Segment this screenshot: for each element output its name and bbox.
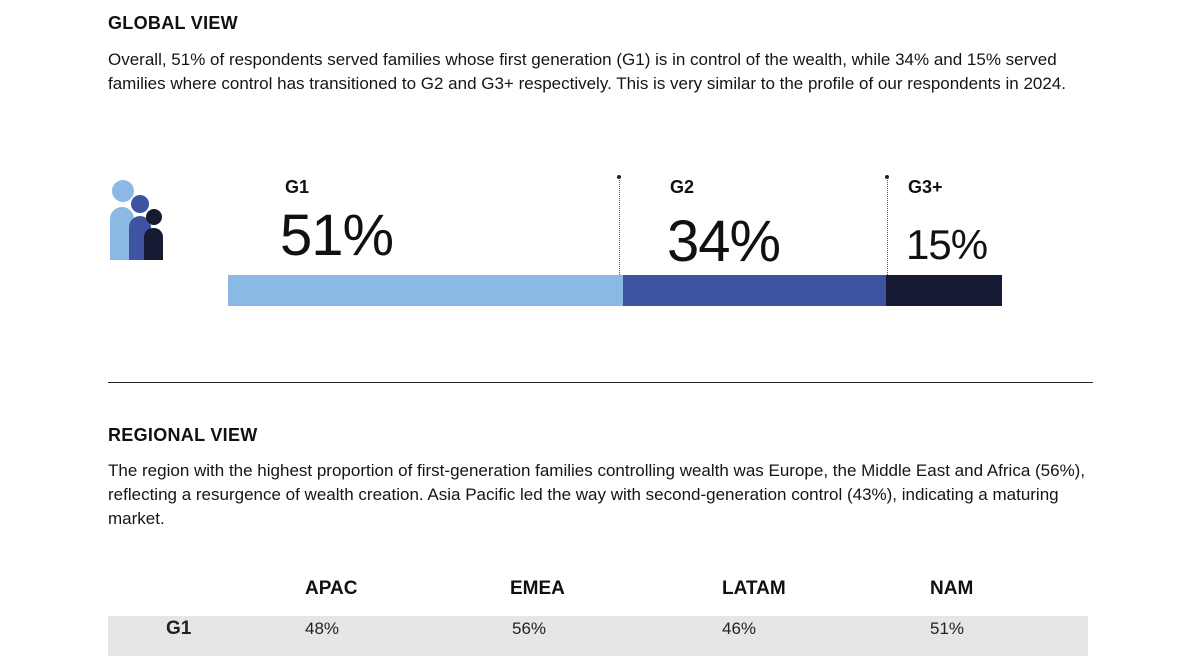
bar-g3 — [885, 275, 1002, 306]
bar-g1 — [228, 275, 623, 306]
column-header-apac: APAC — [305, 578, 358, 599]
cell-apac-g1: 48% — [305, 619, 340, 638]
global-view-title: GLOBAL VIEW — [108, 13, 238, 33]
column-header-latam: LATAM — [722, 578, 786, 599]
g3-value: 15% — [906, 221, 988, 268]
g2-label: G2 — [670, 177, 695, 197]
cell-emea-g1: 56% — [512, 619, 547, 638]
g3-label: G3+ — [908, 177, 943, 197]
cell-latam-g1: 46% — [722, 619, 757, 638]
section-divider — [108, 382, 1093, 383]
family-icon — [110, 180, 163, 260]
regional-view-paragraph: The region with the highest proportion o… — [108, 461, 1086, 528]
divider-dot — [617, 175, 621, 179]
regional-view-title: REGIONAL VIEW — [108, 425, 258, 445]
divider-dot — [885, 175, 889, 179]
divider-line — [887, 178, 888, 275]
divider-line — [619, 178, 620, 275]
g1-value: 51% — [280, 203, 394, 268]
column-header-nam: NAM — [930, 578, 974, 599]
g1-label: G1 — [285, 177, 310, 197]
bar-g2 — [622, 275, 886, 306]
g2-value: 34% — [667, 209, 781, 274]
row-label-g1: G1 — [166, 618, 192, 639]
column-header-emea: EMEA — [510, 578, 565, 599]
cell-nam-g1: 51% — [930, 619, 965, 638]
global-view-paragraph: Overall, 51% of respondents served famil… — [108, 50, 1066, 93]
